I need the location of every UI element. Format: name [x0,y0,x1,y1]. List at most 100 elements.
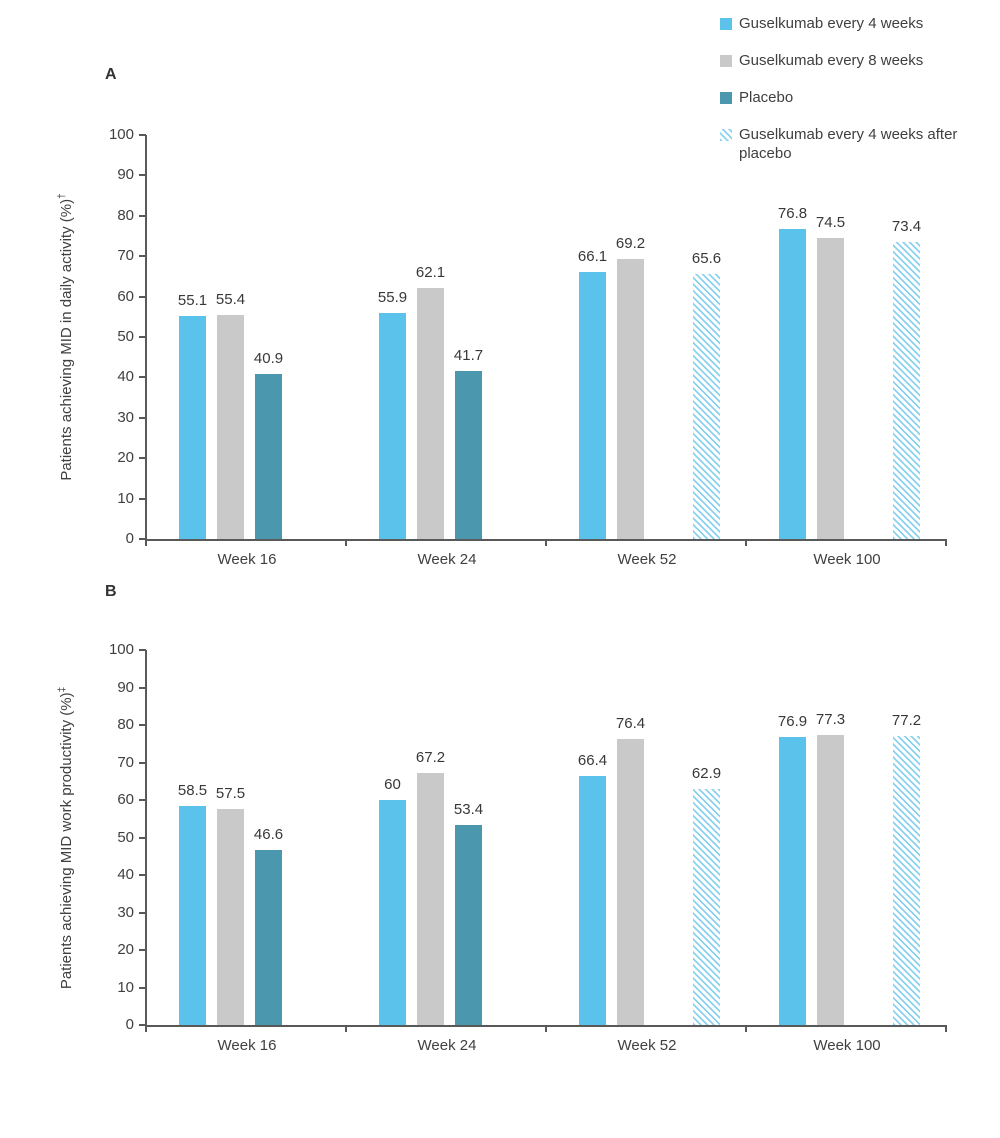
bar-value-label: 62.1 [415,264,446,282]
bar-value-label: 66.1 [577,247,608,265]
bar-g8w [417,288,444,539]
y-tick-label: 60 [117,791,134,808]
bar-value-label: 67.2 [415,749,446,766]
bar-value-label: 69.2 [615,235,646,253]
bar-value-label: 40.9 [253,349,284,367]
bar-value-label: 55.1 [177,292,208,310]
x-tick-mark [945,1025,947,1032]
y-tick-mark [139,538,146,540]
y-tick-label: 50 [117,828,134,846]
bar-g8w [217,809,244,1025]
bar-value-label: 58.5 [177,781,208,799]
y-tick-mark [139,497,146,500]
bar-g8w [817,238,844,539]
panel-b-label: B [105,583,117,600]
x-tick-mark [545,539,547,546]
y-tick-label: 0 [125,530,134,547]
bar-value-label: 77.3 [815,711,846,729]
x-category-label: Week 16 [217,551,277,568]
x-category-label: Week 24 [417,1037,477,1054]
y-tick-mark [139,949,146,951]
x-tick-mark [745,539,747,546]
y-tick-label: 100 [108,126,134,143]
y-tick-label: 90 [117,678,134,696]
y-tick-label: 90 [117,166,134,184]
bar-g4w [579,271,606,539]
y-tick-label: 0 [125,1016,134,1033]
bar-g4w-after-placebo [893,735,920,1025]
bar-g4w-after-placebo [893,242,920,539]
bar-g4w [379,800,406,1025]
bar-g8w [217,315,244,539]
legend-item: Placebo [720,88,982,107]
bar-placebo [255,850,282,1025]
bar-g8w [617,738,644,1025]
y-tick-label: 10 [117,489,134,507]
bar-value-label: 76.9 [777,712,808,730]
legend-item: Guselkumab every 4 weeks [720,14,982,33]
y-tick-mark [139,174,146,177]
legend-label: Guselkumab every 4 weeks [739,15,924,32]
x-tick-mark [745,1025,747,1032]
legend-label: Placebo [739,89,794,106]
y-tick-mark [139,911,146,914]
bar-value-label: 46.6 [253,826,284,844]
bar-value-label: 41.7 [453,346,484,364]
y-tick-mark [139,255,146,258]
y-axis-title-superscript: † [57,193,68,199]
bar-g8w [417,773,444,1025]
y-tick-label: 30 [117,408,134,426]
x-tick-mark [545,1025,547,1032]
bar-value-label: 53.4 [453,800,484,818]
y-tick-label: 40 [117,368,134,386]
y-axis-title-superscript: ‡ [57,686,68,692]
x-category-label: Week 52 [617,551,677,568]
y-tick-label: 80 [117,716,134,733]
legend-label: Guselkumab every 8 weeks [739,52,924,69]
bar-value-label: 74.5 [815,214,846,232]
bar-g8w [817,735,844,1025]
y-tick-label: 70 [117,753,134,771]
x-category-label: Week 24 [417,551,477,568]
legend-item: Guselkumab every 4 weeks after placebo [720,125,982,163]
bar-value-label: 57.5 [215,785,246,803]
x-category-label: Week 100 [813,551,881,568]
panel-a-label: A [105,66,117,83]
legend-label: Guselkumab every 4 weeks after placebo [739,126,958,162]
bar-g4w [779,736,806,1025]
y-tick-mark [139,457,146,460]
y-tick-label: 40 [117,866,134,883]
bar-value-label: 60 [384,776,401,793]
bar-g4w [379,313,406,539]
bar-value-label: 55.9 [377,289,408,307]
y-tick-label: 10 [117,978,134,996]
x-tick-mark [145,1025,147,1032]
y-tick-label: 60 [117,287,134,305]
bar-g4w-after-placebo [693,789,720,1025]
bar-g8w [617,259,644,539]
y-tick-mark [139,295,146,298]
y-tick-label: 70 [117,247,134,265]
bar-value-label: 66.4 [577,752,608,769]
bar-placebo [455,370,482,539]
bar-g4w-after-placebo [693,273,720,539]
bar-g4w [579,776,606,1025]
y-tick-label: 100 [108,641,134,658]
x-category-label: Week 16 [217,1037,277,1054]
y-tick-mark [139,214,146,217]
y-tick-label: 20 [117,941,134,958]
bar-value-label: 77.2 [891,711,922,729]
legend-swatch-g4w [720,18,732,30]
bar-placebo [255,373,282,539]
y-tick-mark [139,1024,146,1026]
legend-item: Guselkumab every 8 weeks [720,51,982,70]
x-tick-mark [145,539,147,546]
y-tick-label: 50 [117,328,134,345]
bar-g4w [779,228,806,539]
x-tick-mark [345,539,347,546]
y-tick-mark [139,799,146,801]
x-tick-mark [945,539,947,546]
y-tick-mark [139,686,146,689]
y-axis-title: Patients achieving MID in daily activity… [57,193,75,481]
